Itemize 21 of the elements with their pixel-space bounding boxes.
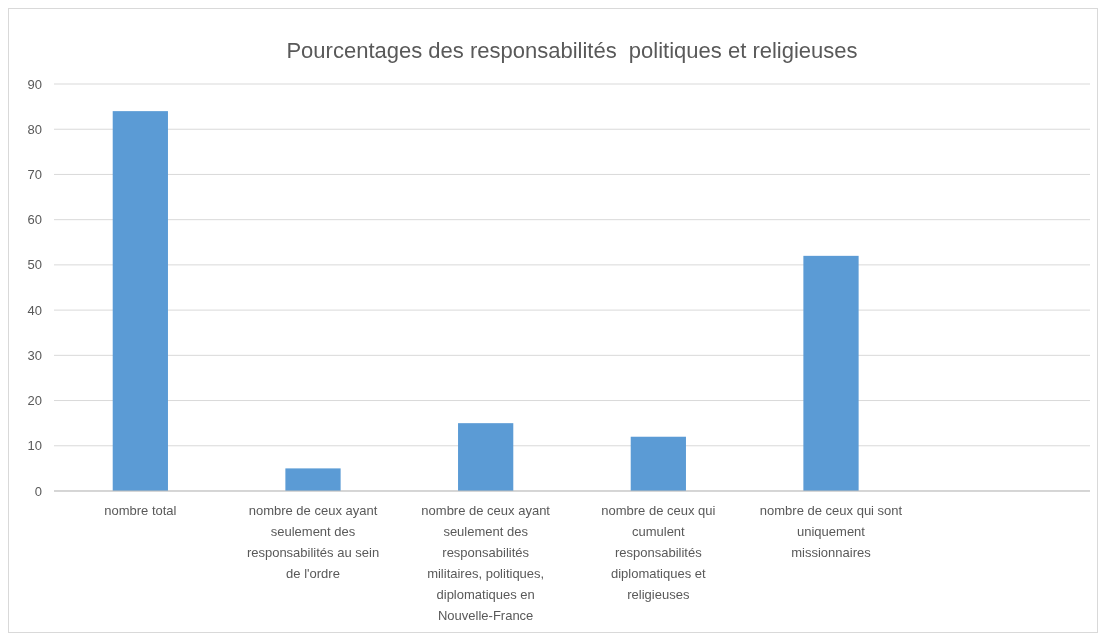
y-tick-label: 0 bbox=[34, 483, 42, 499]
y-tick-label: 10 bbox=[27, 438, 42, 454]
y-tick-label: 60 bbox=[27, 212, 42, 228]
bar bbox=[803, 255, 859, 491]
y-tick-label: 30 bbox=[27, 347, 42, 363]
y-tick-label: 80 bbox=[27, 121, 42, 137]
x-tick-label: nombre de ceux ayant seulement des responsabilités militaires, politiques, diplomatiques en Nouvelle-France bbox=[421, 503, 551, 623]
bar bbox=[112, 111, 168, 491]
bar bbox=[285, 468, 341, 491]
y-tick-label: 90 bbox=[27, 76, 42, 92]
y-tick-label: 50 bbox=[27, 257, 42, 273]
x-tick-label: nombre total bbox=[104, 503, 177, 518]
x-tick-label: nombre de ceux qui cumulent responsabilités diplomatiques et religieuses bbox=[601, 503, 716, 602]
x-tick-label: nombre de ceux ayant seulement des responsabilités au sein de l'ordre bbox=[246, 503, 380, 581]
bar bbox=[458, 423, 514, 491]
x-tick-label: nombre de ceux qui sont uniquement missionnaires bbox=[759, 503, 903, 560]
chart-title: Pourcentages des responsabilités politiques et religieuses bbox=[286, 38, 858, 63]
y-tick-label: 70 bbox=[27, 166, 42, 182]
y-tick-label: 40 bbox=[27, 302, 42, 318]
y-tick-label: 20 bbox=[27, 393, 42, 409]
bar bbox=[630, 436, 686, 491]
